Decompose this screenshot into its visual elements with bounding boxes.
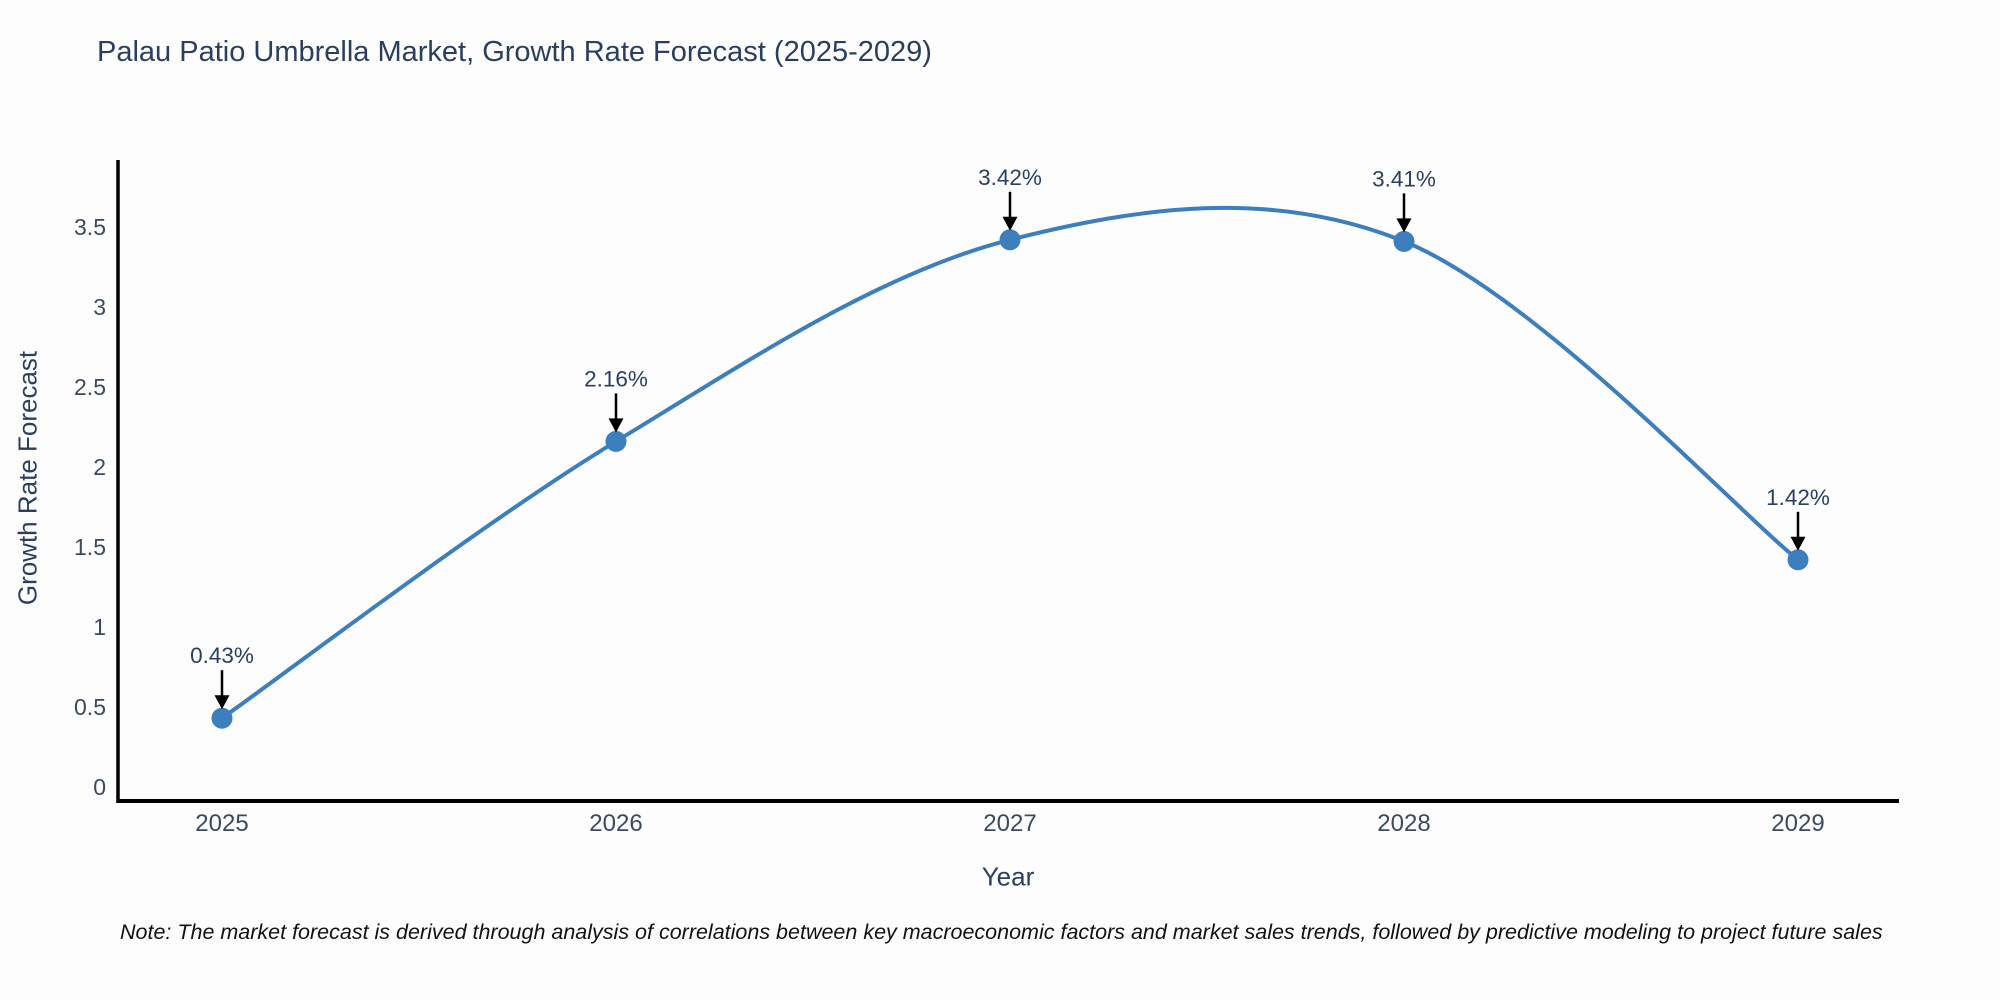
data-point-label: 3.41% [1372,166,1436,191]
x-tick-label: 2029 [1771,810,1824,837]
y-tick-label: 2.5 [74,374,106,400]
x-axis-title: Year [981,861,1035,892]
y-tick-label: 1 [93,614,106,640]
annotation-arrowhead [1790,536,1806,551]
y-tick-label: 3 [93,294,106,320]
annotation-arrowhead [608,418,624,433]
x-tick-label: 2026 [589,810,642,837]
y-tick-label: 1.5 [74,534,106,560]
x-tick-label: 2027 [983,810,1036,837]
y-tick-label: 0 [93,774,106,800]
data-point-marker [605,430,627,452]
y-tick-label: 2 [93,454,106,480]
annotation-arrowhead [214,695,230,710]
annotation-arrowhead [1002,216,1018,231]
data-point-label: 0.43% [190,643,254,668]
data-point-marker [211,707,233,729]
chart-footnote: Note: The market forecast is derived thr… [120,920,1883,944]
data-point-label: 2.16% [584,366,648,391]
data-point-marker [999,229,1021,251]
chart-title: Palau Patio Umbrella Market, Growth Rate… [97,36,932,68]
x-tick-label: 2028 [1377,810,1430,837]
annotation-arrowhead [1396,218,1412,233]
line-series [220,205,1800,721]
y-tick-label: 3.5 [74,214,106,240]
y-tick-label: 0.5 [74,694,106,720]
data-point-label: 3.42% [978,165,1042,190]
x-tick-label: 2025 [195,810,248,837]
data-point-label: 1.42% [1766,485,1830,510]
data-point-marker [1393,230,1415,252]
data-point-marker [1787,549,1809,571]
